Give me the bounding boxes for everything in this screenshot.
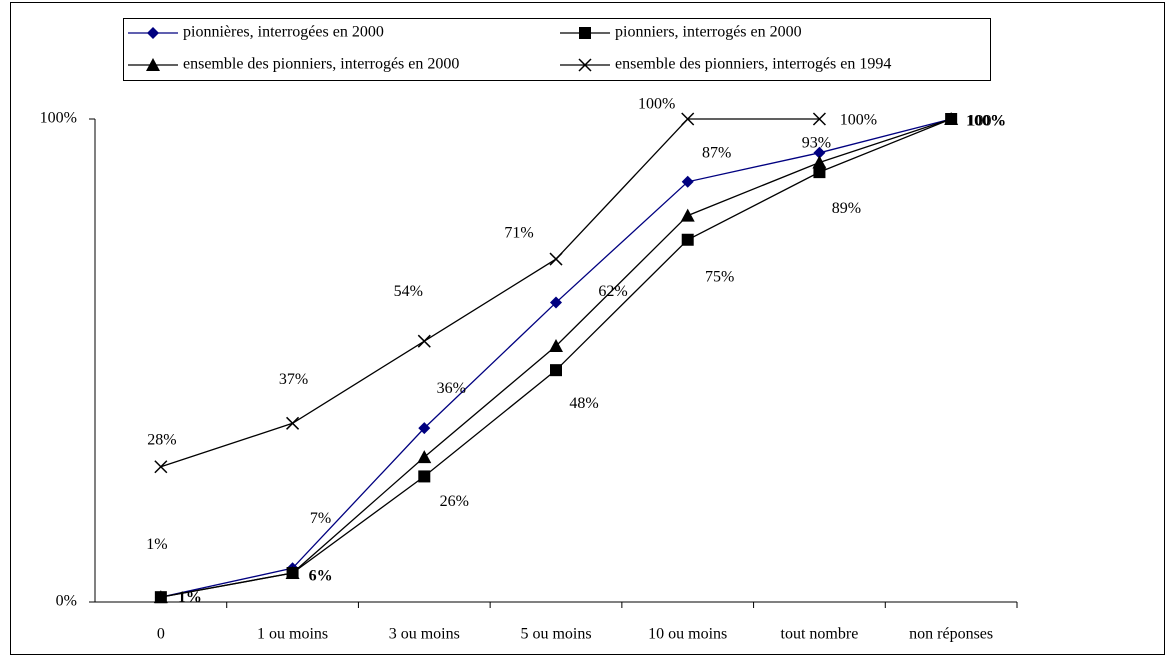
marker <box>550 296 562 309</box>
legend-label: pionniers, interrogés en 2000 <box>615 24 802 41</box>
legend-label: ensemble des pionniers, interrogés en 19… <box>615 56 891 73</box>
data-label: 6% <box>309 568 333 585</box>
data-label: 100% <box>967 113 1004 130</box>
data-label: 37% <box>279 371 308 388</box>
data-label: 48% <box>569 395 598 412</box>
x-tick-label: non réponses <box>909 626 993 643</box>
data-label: 100% <box>966 113 1006 130</box>
y-tick-label: 100% <box>40 110 77 127</box>
marker <box>417 450 432 464</box>
chart-frame <box>10 2 1165 655</box>
data-label: 7% <box>310 510 331 527</box>
marker <box>944 112 959 125</box>
marker <box>285 566 300 580</box>
y-tick-label: 0% <box>56 593 77 610</box>
x-tick-label: 10 ou moins <box>648 626 727 643</box>
series-line <box>160 118 820 468</box>
marker <box>812 112 826 126</box>
x-tick-label: 5 ou moins <box>520 626 591 643</box>
marker <box>681 233 694 246</box>
data-label: 93% <box>802 134 831 151</box>
data-label: 36% <box>437 380 466 397</box>
legend-box <box>123 18 991 81</box>
x-tick-label: tout nombre <box>781 626 859 643</box>
data-label: 100% <box>638 96 675 113</box>
marker <box>418 470 431 483</box>
data-label: 62% <box>598 283 627 300</box>
marker <box>147 27 159 39</box>
marker <box>680 208 695 222</box>
marker <box>418 422 431 435</box>
marker <box>549 339 563 353</box>
marker <box>578 58 592 72</box>
marker <box>417 334 431 348</box>
marker <box>146 58 160 71</box>
data-label: 54% <box>394 283 423 300</box>
data-label: 71% <box>504 225 533 242</box>
marker <box>681 175 694 188</box>
legend-label: ensemble des pionniers, interrogés en 20… <box>183 56 459 73</box>
marker <box>813 146 826 159</box>
marker <box>286 416 300 430</box>
data-label: 28% <box>147 431 176 448</box>
marker <box>812 155 827 169</box>
x-tick-label: 3 ou moins <box>389 626 460 643</box>
data-label: 89% <box>832 200 861 217</box>
data-label: 100% <box>840 112 877 129</box>
marker <box>549 252 563 266</box>
marker <box>153 590 168 604</box>
data-label: 1% <box>146 536 167 553</box>
marker <box>813 166 826 179</box>
data-label: 26% <box>440 493 469 510</box>
x-tick-label: 0 <box>157 626 165 643</box>
marker <box>154 460 168 474</box>
marker <box>550 364 562 377</box>
data-label: 87% <box>702 144 731 161</box>
data-label: 75% <box>705 268 734 285</box>
marker <box>579 27 591 39</box>
marker <box>681 112 695 126</box>
legend-label: pionnières, interrogées en 2000 <box>183 24 384 41</box>
x-tick-label: 1 ou moins <box>257 626 328 643</box>
data-label: 1% <box>178 589 202 606</box>
